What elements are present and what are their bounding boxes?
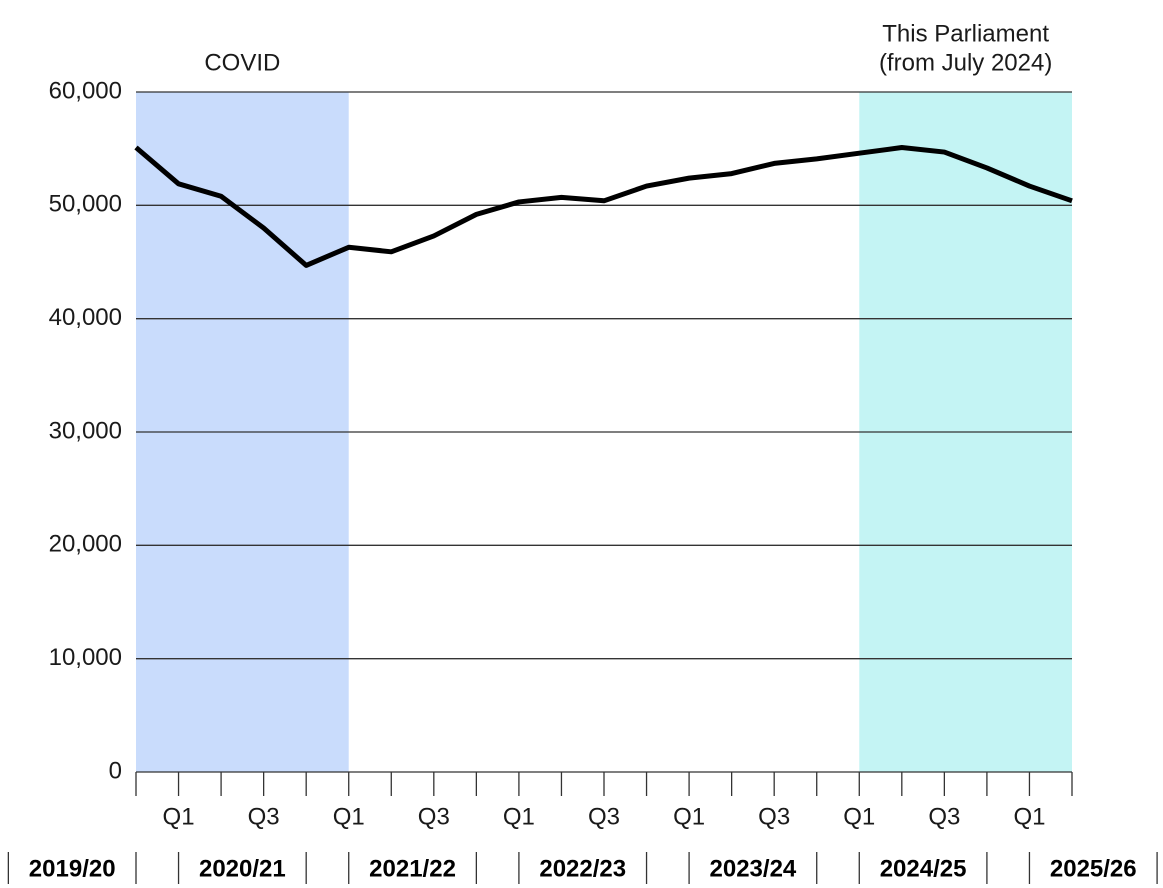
y-tick-label: 30,000 — [49, 417, 122, 444]
series-line — [134, 145, 1073, 268]
x-tick-label: Q1 — [673, 803, 705, 830]
x-tick-label: Q3 — [758, 803, 790, 830]
y-tick-label: 10,000 — [49, 644, 122, 671]
x-tick-label: Q3 — [418, 803, 450, 830]
x-tick-label: Q1 — [333, 803, 365, 830]
x-tick-label: Q1 — [1013, 803, 1045, 830]
group-label: 2025/26 — [1050, 855, 1137, 882]
x-tick-label: Q1 — [503, 803, 535, 830]
x-tick-label: Q3 — [248, 803, 280, 830]
y-tick-label: 60,000 — [49, 77, 122, 104]
x-tick-label: Q3 — [588, 803, 620, 830]
x-tick-label: Q1 — [843, 803, 875, 830]
y-tick-label: 40,000 — [49, 304, 122, 331]
group-label: 2020/21 — [199, 855, 286, 882]
region-label: This Parliament — [882, 20, 1049, 47]
x-tick-label: Q3 — [928, 803, 960, 830]
y-tick-label: 20,000 — [49, 531, 122, 558]
group-label: 2023/24 — [710, 855, 797, 882]
group-label: 2024/25 — [880, 855, 967, 882]
y-tick-label: 50,000 — [49, 191, 122, 218]
region-label: COVID — [204, 49, 280, 76]
x-tick-label: Q1 — [163, 803, 195, 830]
y-tick-label: 0 — [109, 757, 122, 784]
group-label: 2021/22 — [369, 855, 456, 882]
region-label: (from July 2024) — [879, 49, 1052, 76]
group-label: 2019/20 — [29, 855, 116, 882]
group-label: 2022/23 — [539, 855, 626, 882]
